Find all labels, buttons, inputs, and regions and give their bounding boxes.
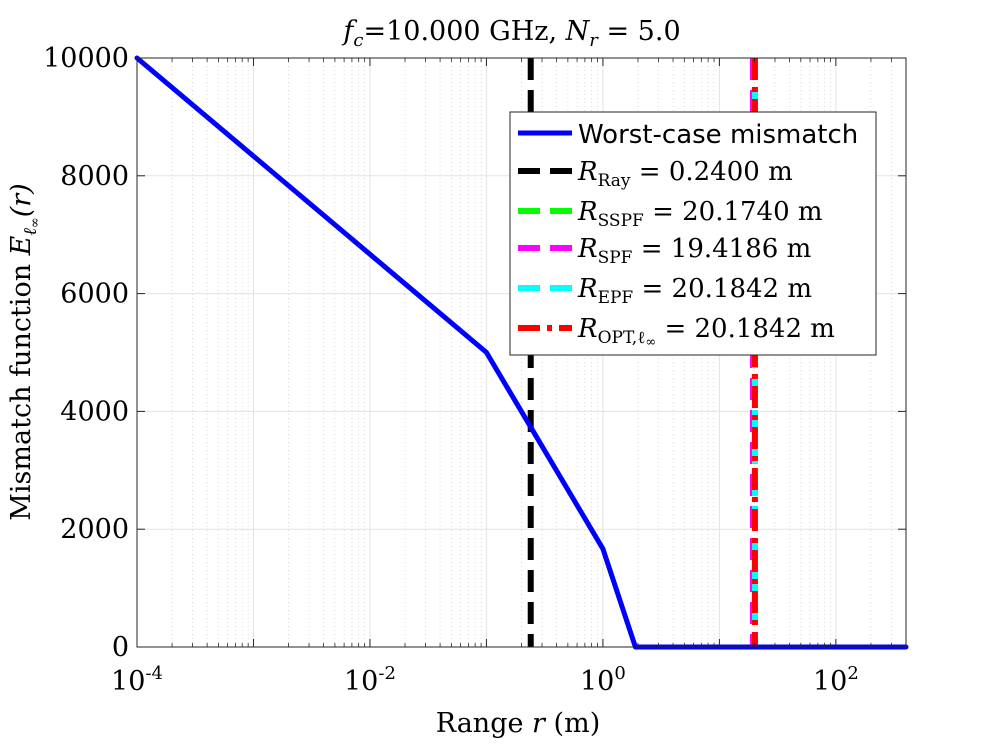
legend-label-curve: Worst-case mismatch [578, 120, 858, 150]
x-tick-label-base: 10 [813, 666, 847, 697]
title-nr-symbol: N [565, 16, 591, 47]
legend-box [509, 111, 877, 356]
y-axis-label-E: E [6, 235, 37, 256]
x-tick-label-exponent: -2 [378, 663, 396, 684]
y-tick-labels: 0 2000 4000 6000 8000 10000 [43, 43, 129, 663]
y-axis-label-prefix: Mismatch function [6, 255, 37, 520]
y-tick-label: 8000 [60, 161, 129, 192]
legend-subscript: OPT,ℓ [598, 328, 646, 348]
legend-subscript: SSPF [598, 211, 644, 231]
y-tick-label: 2000 [60, 514, 129, 545]
y-tick-label: 6000 [60, 279, 129, 310]
legend-value: = 0.2400 m [631, 157, 793, 187]
legend-label-epf: REPF = 20.1842 m [577, 274, 812, 308]
chart-title: fc=10.000 GHz, Nr = 5.0 [341, 16, 680, 51]
title-nr-sub: r [589, 30, 599, 51]
x-tick-label-base: 10 [344, 666, 378, 697]
y-axis-label: Mismatch function Eℓ∞(r) [6, 183, 43, 520]
legend-label-sspf: RSSPF = 20.1740 m [577, 197, 823, 231]
legend-label-spf: RSPF = 19.4186 m [577, 234, 811, 268]
legend-subscript: EPF [598, 288, 634, 308]
y-tick-label: 10000 [43, 43, 129, 74]
x-axis-label: Range r (m) [436, 708, 600, 739]
title-fc-value: =10.000 GHz, [363, 16, 565, 47]
legend-symbol: R [577, 314, 598, 344]
y-axis-label-sub: ℓ [20, 228, 41, 236]
x-tick-label-base: 10 [111, 666, 145, 697]
tick-marks [136, 57, 906, 648]
legend-value: = 20.1842 m [633, 274, 812, 304]
legend-label-ray: RRay = 0.2400 m [577, 157, 793, 191]
x-tick-labels: 10-4 10-2 100 102 [111, 663, 859, 697]
legend-subscript: SPF [598, 248, 633, 268]
y-tick-label: 0 [112, 632, 129, 663]
y-axis-label-arg: (r) [6, 183, 37, 217]
x-tick-label-exponent: 2 [847, 663, 858, 684]
x-tick-label-base: 10 [580, 666, 614, 697]
x-tick-label: 10-2 [344, 663, 396, 697]
x-axis-label-prefix: Range [436, 708, 532, 739]
x-tick-label-exponent: 0 [614, 663, 625, 684]
legend-label-opt: ROPT,ℓ∞ = 20.1842 m [577, 314, 835, 350]
legend-value: = 20.1740 m [644, 197, 823, 227]
legend-subscript: Ray [598, 171, 631, 191]
y-axis-label-subsub: ∞ [28, 217, 43, 228]
title-nr-value: = 5.0 [598, 16, 681, 47]
legend-symbol: R [577, 157, 598, 187]
title-fc-sub: c [353, 30, 363, 51]
legend-symbol: R [577, 197, 598, 227]
legend-sub-subscript: ∞ [645, 335, 656, 350]
legend-symbol: R [577, 234, 598, 264]
legend-value: = 19.4186 m [632, 234, 811, 264]
legend-symbol: R [577, 274, 598, 304]
x-tick-label-exponent: -4 [145, 663, 163, 684]
x-axis-label-var: r [532, 708, 547, 739]
legend-value: = 20.1842 m [656, 314, 835, 344]
x-axis-label-suffix: (m) [545, 708, 600, 739]
x-tick-label: 10-4 [111, 663, 163, 697]
x-tick-label: 102 [813, 663, 859, 697]
y-tick-label: 4000 [60, 396, 129, 427]
x-tick-label: 100 [580, 663, 626, 697]
